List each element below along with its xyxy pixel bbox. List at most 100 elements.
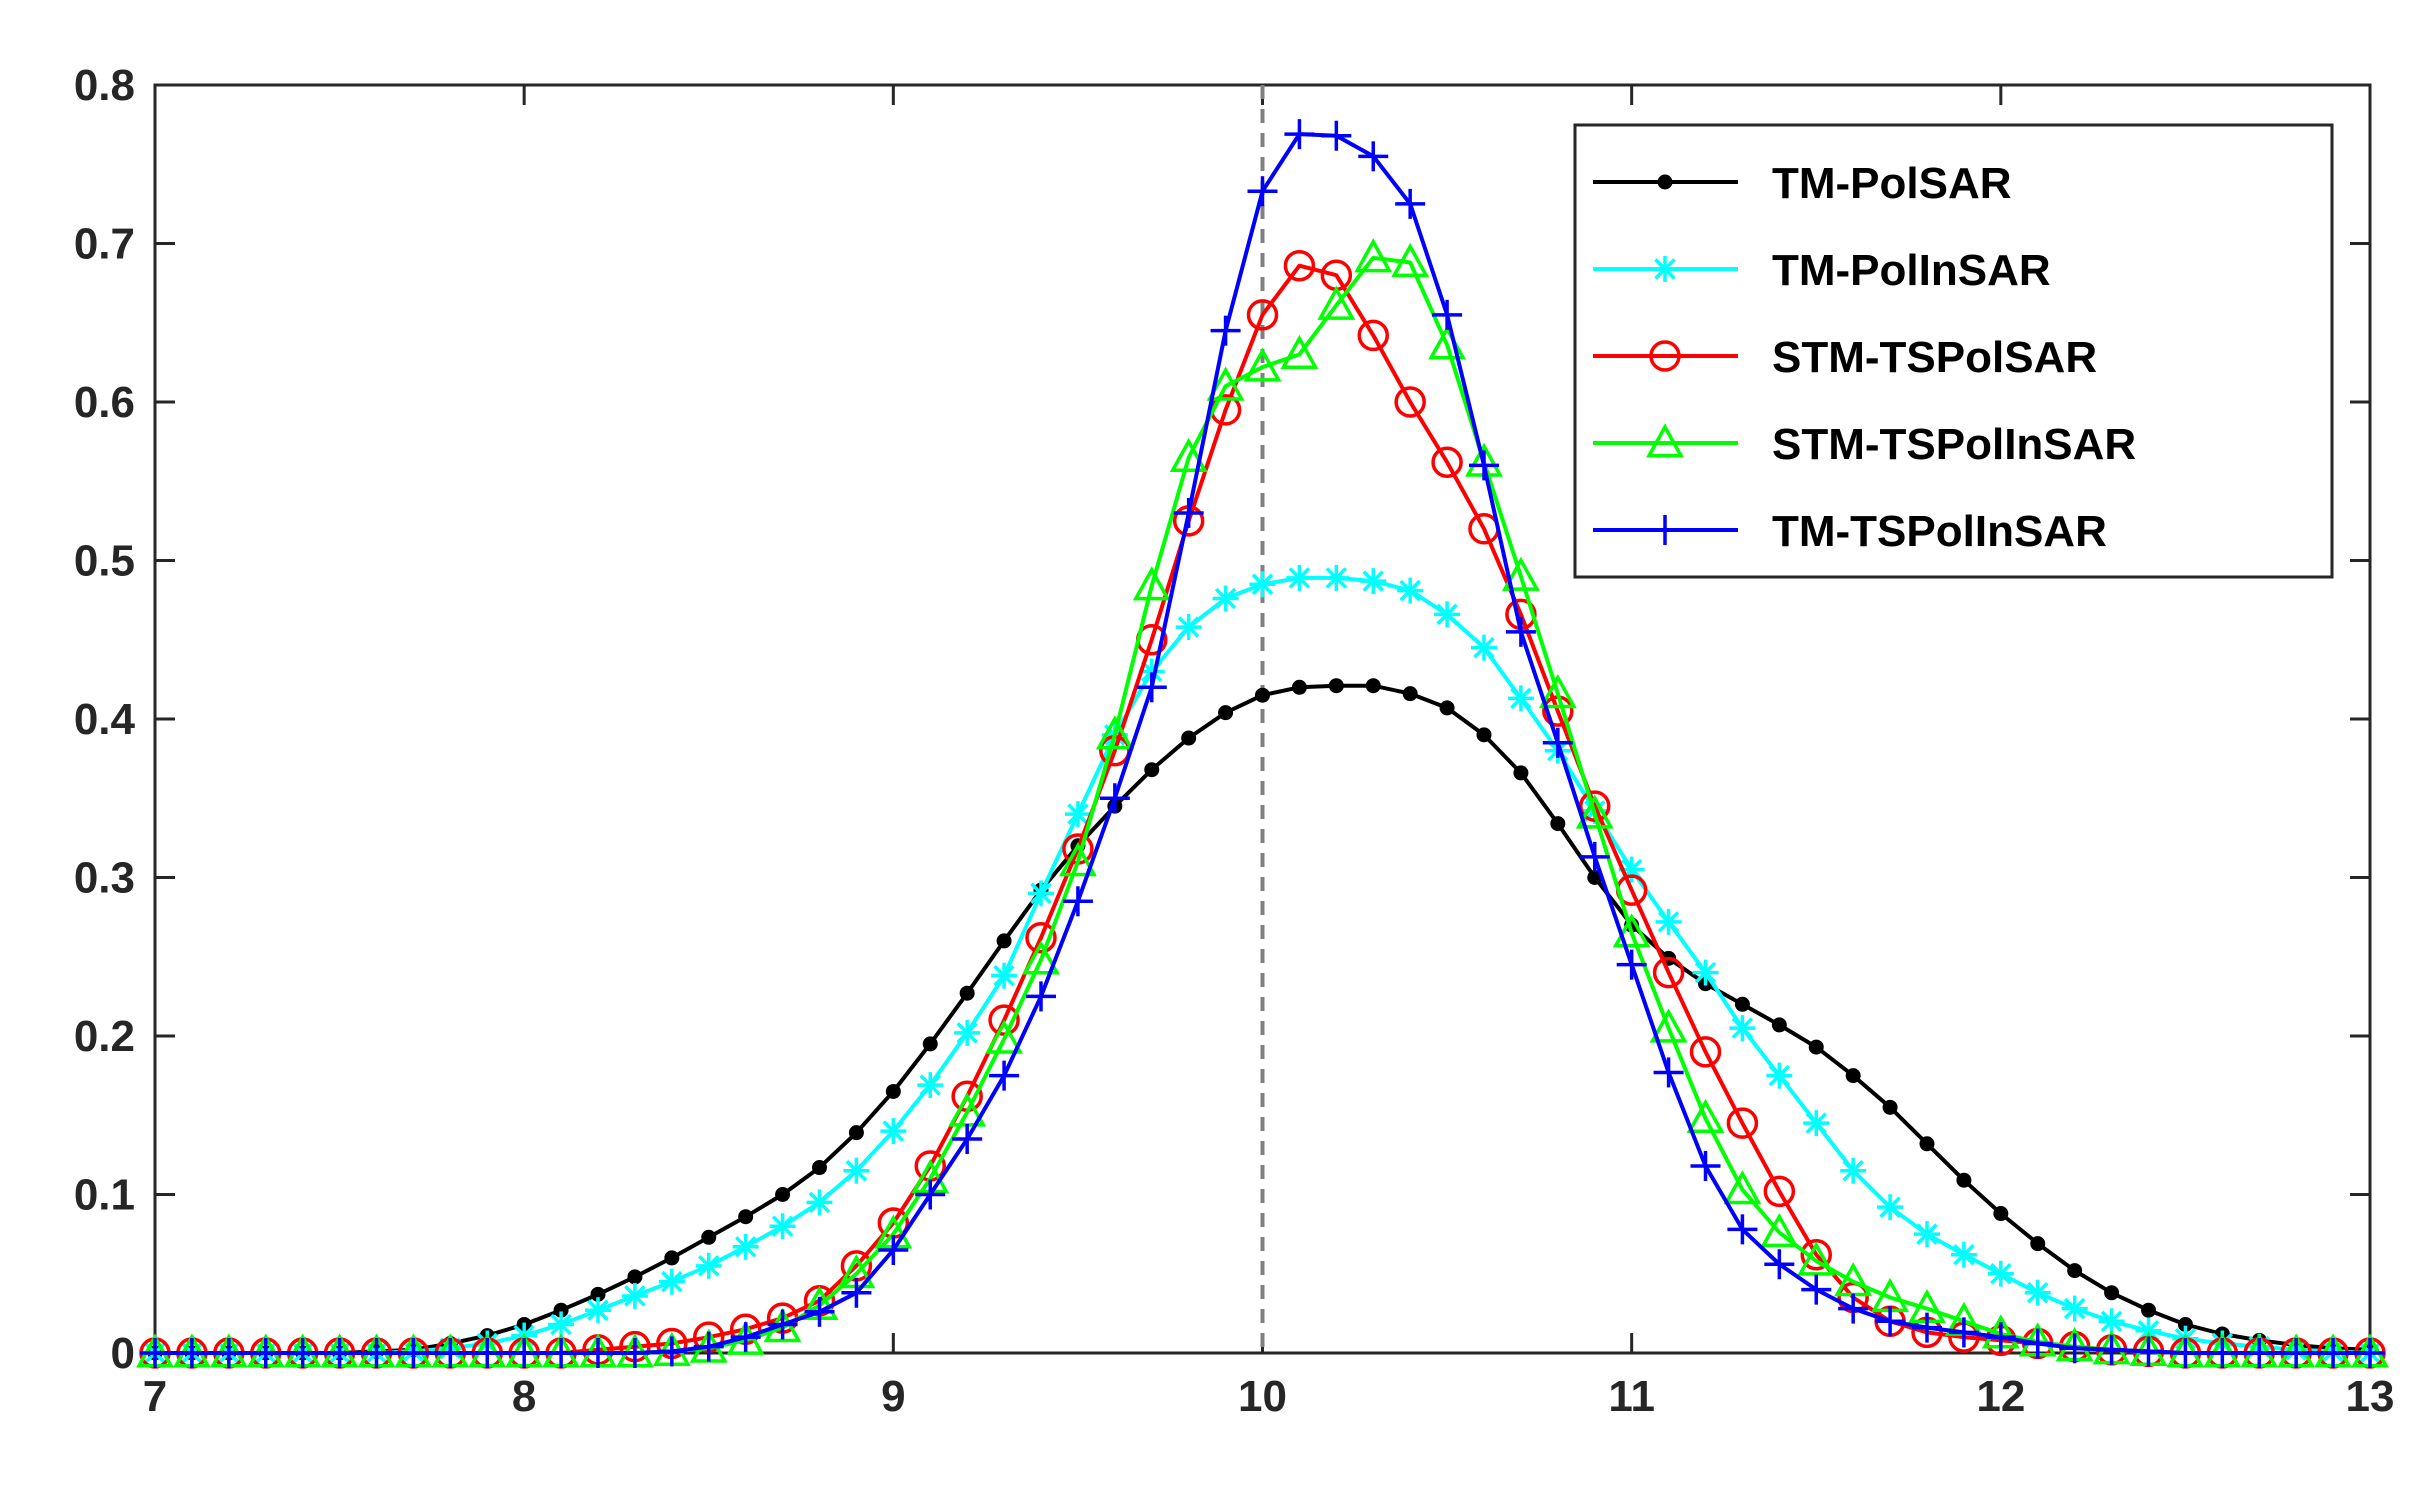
data-point — [1542, 727, 1573, 758]
data-point — [1397, 577, 1424, 604]
data-point — [2281, 1338, 2312, 1368]
data-point — [1650, 515, 1680, 545]
x-tick-label: 13 — [2346, 1372, 2395, 1421]
data-point — [361, 1338, 392, 1368]
y-tick-label: 0.4 — [74, 695, 136, 744]
data-point — [1173, 497, 1204, 528]
data-point — [2059, 1333, 2090, 1364]
data-point — [1734, 996, 1750, 1012]
data-point — [1723, 1170, 1762, 1205]
data-point — [2170, 1338, 2201, 1368]
data-point — [1357, 319, 1389, 352]
data-point — [1875, 1306, 1906, 1337]
series-tm-polsar — [147, 678, 2378, 1361]
legend-entry: STM-TSPolInSAR — [1593, 420, 2136, 469]
data-point — [1912, 1312, 1942, 1343]
data-point — [140, 1338, 170, 1368]
data-point — [1246, 299, 1279, 331]
data-point — [546, 1338, 577, 1368]
data-point — [398, 1338, 429, 1368]
data-point — [806, 1189, 833, 1216]
data-point — [1985, 1322, 2016, 1353]
data-point — [1726, 1107, 1759, 1139]
legend-entry: TM-TSPolInSAR — [1593, 507, 2107, 556]
data-point — [2104, 1285, 2120, 1301]
legend-entry: STM-TSPolSAR — [1593, 333, 2097, 382]
data-point — [1655, 908, 1682, 935]
legend-label: TM-PolInSAR — [1772, 246, 2051, 295]
data-point — [1358, 141, 1389, 172]
legend-entry: TM-PolSAR — [1593, 159, 2012, 208]
data-point — [1471, 634, 1497, 661]
data-point — [1800, 1238, 1832, 1271]
data-point — [621, 1282, 648, 1309]
data-point — [1987, 1260, 2014, 1287]
data-point — [804, 1296, 835, 1327]
data-point — [1144, 762, 1160, 778]
data-point — [989, 1060, 1020, 1091]
data-point — [1771, 1017, 1787, 1033]
legend-label: STM-TSPolSAR — [1772, 333, 2097, 382]
data-point — [991, 962, 1018, 989]
data-point — [1579, 841, 1610, 872]
data-point — [1646, 423, 1684, 458]
data-point — [1505, 616, 1536, 647]
data-point — [1283, 249, 1316, 282]
data-point — [738, 1209, 754, 1225]
data-point — [1476, 727, 1492, 743]
data-point — [1058, 842, 1097, 877]
data-point — [176, 1338, 207, 1368]
data-point — [915, 1179, 946, 1210]
y-tick-label: 0.5 — [74, 537, 135, 586]
data-point — [1391, 242, 1430, 278]
data-point — [1652, 256, 1678, 282]
data-point — [1616, 949, 1647, 980]
data-point — [1803, 1110, 1830, 1137]
y-tick-label: 0.7 — [74, 220, 135, 269]
data-point — [1469, 450, 1499, 481]
data-point — [952, 1124, 983, 1155]
data-point — [1284, 119, 1315, 150]
data-point — [695, 1252, 722, 1279]
data-point — [1950, 1241, 1977, 1268]
data-point — [1402, 686, 1418, 702]
data-point — [1354, 238, 1393, 273]
data-point — [1840, 1157, 1867, 1184]
data-point — [1657, 174, 1673, 190]
data-point — [1948, 1317, 1979, 1348]
data-point — [1026, 981, 1056, 1012]
data-point — [1653, 1057, 1684, 1088]
data-point — [658, 1268, 685, 1295]
legend-label: TM-PolSAR — [1772, 159, 2012, 208]
data-point — [1249, 571, 1276, 598]
data-point — [880, 1118, 907, 1145]
data-point — [1507, 685, 1534, 712]
data-point — [917, 1072, 944, 1099]
data-point — [1439, 700, 1455, 716]
data-point — [2022, 1328, 2053, 1359]
data-point — [1686, 1098, 1725, 1133]
data-point — [1575, 794, 1614, 829]
data-point — [1317, 285, 1356, 320]
data-point — [1690, 1150, 1721, 1181]
data-point — [324, 1338, 355, 1368]
data-point — [775, 1187, 791, 1202]
data-point — [213, 1338, 244, 1368]
data-point — [1025, 921, 1057, 954]
data-point — [1212, 585, 1239, 612]
data-point — [1434, 601, 1461, 628]
data-point — [1022, 940, 1060, 975]
data-point — [1169, 437, 1208, 473]
data-point — [988, 1004, 1020, 1036]
data-point — [767, 1309, 798, 1340]
data-point — [959, 985, 975, 1001]
data-point — [996, 933, 1012, 949]
legend-label: TM-TSPolInSAR — [1772, 507, 2107, 556]
data-point — [1218, 705, 1234, 721]
y-tick-label: 0.2 — [74, 1012, 135, 1061]
data-point — [1808, 1039, 1824, 1055]
y-tick-label: 0.6 — [74, 378, 135, 427]
data-point — [769, 1213, 796, 1240]
data-point — [985, 1019, 1024, 1054]
